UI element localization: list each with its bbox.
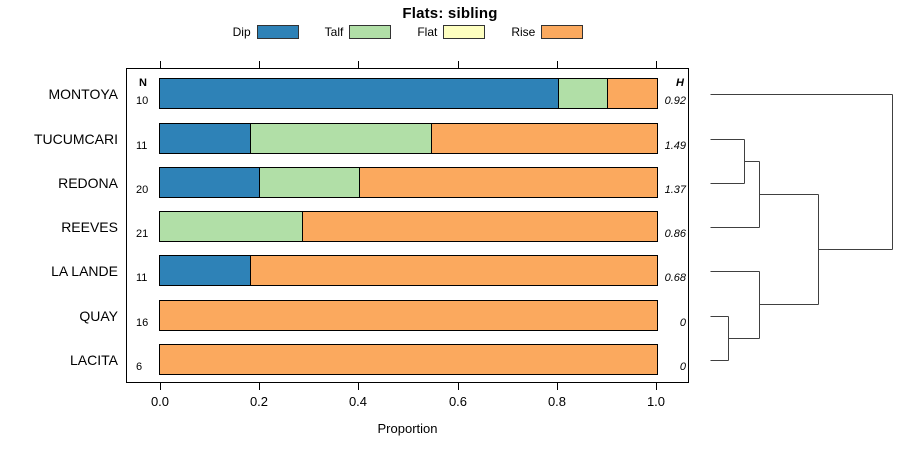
- bar-segment-dip: [160, 79, 558, 108]
- h-value: 1.49: [664, 140, 686, 152]
- bar-segment-rise: [431, 124, 657, 153]
- x-tick-top: [160, 61, 161, 68]
- row-label: REDONA: [58, 175, 118, 191]
- stacked-bar: [159, 78, 658, 109]
- bar-segment-rise: [160, 345, 657, 374]
- x-tick-label: 1.0: [646, 394, 666, 409]
- row-label: QUAY: [79, 308, 118, 324]
- legend: Dip Talf Flat Rise: [126, 25, 690, 39]
- bar-segment-dip: [160, 168, 260, 197]
- x-tick-bottom: [160, 383, 161, 390]
- x-tick-bottom: [557, 383, 558, 390]
- n-value: 6: [136, 361, 143, 373]
- legend-label: Flat: [417, 25, 438, 39]
- h-value: 0.68: [664, 272, 686, 284]
- legend-item-rise: Rise: [511, 25, 584, 39]
- x-tick-top: [259, 61, 260, 68]
- x-tick-top: [656, 61, 657, 68]
- plot-area: [126, 68, 689, 383]
- row-label: TUCUMCARI: [34, 131, 118, 147]
- stacked-bar: [159, 344, 658, 375]
- legend-item-talf: Talf: [325, 25, 392, 39]
- n-value: 21: [136, 228, 149, 240]
- h-value: 1.37: [664, 184, 686, 196]
- bar-segment-rise: [358, 168, 657, 197]
- x-tick-top: [458, 61, 459, 68]
- legend-item-flat: Flat: [417, 25, 486, 39]
- stacked-bar: [159, 255, 658, 286]
- legend-item-dip: Dip: [233, 25, 299, 39]
- h-value: 0.86: [664, 228, 686, 240]
- h-column-header: H: [676, 77, 684, 89]
- h-value: 0: [679, 317, 686, 329]
- h-value: 0.92: [664, 95, 686, 107]
- n-value: 11: [136, 272, 148, 284]
- stacked-bar: [159, 211, 658, 242]
- x-tick-bottom: [259, 383, 260, 390]
- x-tick-label: 0.4: [348, 394, 368, 409]
- bar-segment-dip: [160, 124, 251, 153]
- n-value: 10: [136, 95, 149, 107]
- row-label: MONTOYA: [48, 86, 119, 102]
- legend-label: Dip: [232, 25, 251, 39]
- n-value: 20: [136, 184, 149, 196]
- bar-segment-talf: [250, 124, 432, 153]
- bar-segment-rise: [302, 212, 657, 241]
- x-tick-top: [557, 61, 558, 68]
- h-value: 0: [679, 361, 686, 373]
- legend-label: Talf: [324, 25, 344, 39]
- x-tick-label: 0.8: [547, 394, 567, 409]
- legend-label: Rise: [511, 25, 536, 39]
- x-tick-bottom: [358, 383, 359, 390]
- x-tick-label: 0.0: [150, 394, 170, 409]
- bar-segment-rise: [607, 79, 657, 108]
- stacked-bar: [159, 167, 658, 198]
- n-value: 11: [136, 140, 148, 152]
- row-label: LACITA: [70, 352, 118, 368]
- bar-segment-talf: [259, 168, 359, 197]
- x-tick-label: 0.2: [249, 394, 269, 409]
- bar-segment-dip: [160, 256, 251, 285]
- n-value: 16: [136, 317, 149, 329]
- stacked-bar: [159, 300, 658, 331]
- legend-swatch-flat: [443, 25, 486, 39]
- x-axis-title: Proportion: [377, 421, 438, 436]
- chart-title: Flats: sibling: [402, 5, 498, 22]
- bar-segment-rise: [250, 256, 657, 285]
- n-column-header: N: [139, 77, 147, 89]
- x-tick-bottom: [656, 383, 657, 390]
- legend-swatch-dip: [256, 25, 299, 39]
- x-tick-top: [358, 61, 359, 68]
- x-tick-label: 0.6: [448, 394, 468, 409]
- row-label: LA LANDE: [51, 263, 118, 279]
- bar-segment-talf: [160, 212, 303, 241]
- legend-swatch-rise: [541, 25, 584, 39]
- x-tick-bottom: [458, 383, 459, 390]
- bar-segment-talf: [557, 79, 608, 108]
- legend-swatch-talf: [349, 25, 392, 39]
- bar-segment-rise: [160, 301, 657, 330]
- stacked-bar: [159, 123, 658, 154]
- row-label: REEVES: [61, 219, 118, 235]
